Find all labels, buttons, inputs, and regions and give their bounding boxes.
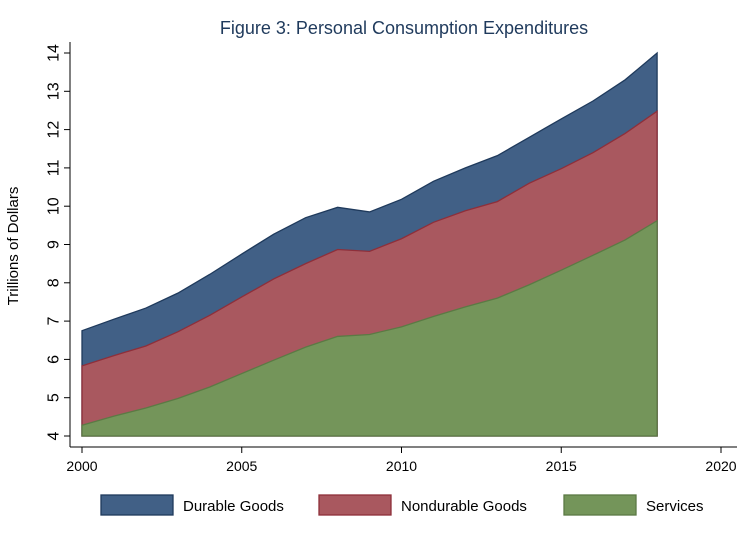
y-axis-label: Trillions of Dollars (5, 187, 22, 306)
x-tick-label: 2015 (546, 458, 577, 474)
y-tick-label: 12 (46, 121, 63, 139)
y-tick-label: 7 (46, 317, 63, 326)
x-tick-label: 2000 (66, 458, 97, 474)
legend-label: Nondurable Goods (401, 498, 527, 515)
y-tick-label: 14 (46, 44, 63, 62)
y-tick-label: 4 (46, 431, 63, 440)
legend: Durable Goods Nondurable Goods Services (100, 494, 704, 516)
x-tick-label: 2010 (386, 458, 417, 474)
area-services (81, 219, 658, 437)
x-tick-label: 2005 (226, 458, 257, 474)
x-tick-label: 2020 (705, 458, 736, 474)
area-layers (81, 51, 658, 437)
legend-label: Durable Goods (183, 498, 284, 515)
y-tick-label: 9 (46, 240, 63, 249)
chart-title: Figure 3: Personal Consumption Expenditu… (220, 18, 588, 38)
axes: 4 5 6 7 8 9 10 11 12 13 14 2000 2005 2010 2015 2020 (46, 42, 737, 474)
y-tick-label: 13 (46, 82, 63, 100)
legend-swatch (100, 494, 174, 516)
y-tick-label: 11 (46, 159, 63, 176)
y-tick-label: 6 (46, 355, 63, 364)
legend-item-services: Services (563, 494, 704, 516)
legend-item-nondurable-goods: Nondurable Goods (318, 494, 527, 516)
legend-swatch (563, 494, 637, 516)
legend-item-durable-goods: Durable Goods (100, 494, 284, 516)
legend-swatch (318, 494, 392, 516)
y-tick-label: 5 (46, 393, 63, 402)
y-tick-label: 8 (46, 278, 63, 287)
y-tick-label: 10 (46, 197, 63, 215)
legend-label: Services (646, 498, 704, 515)
